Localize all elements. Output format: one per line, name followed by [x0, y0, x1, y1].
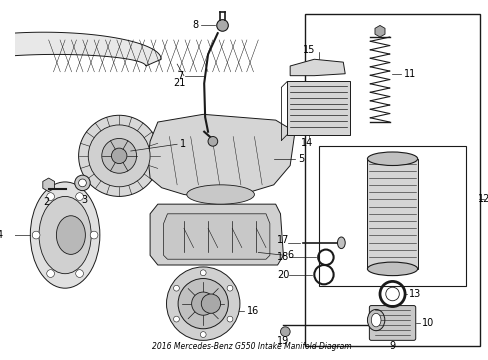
Circle shape — [226, 316, 232, 322]
Ellipse shape — [337, 237, 345, 249]
Circle shape — [207, 136, 217, 146]
Bar — [319, 146, 465, 286]
Circle shape — [178, 279, 228, 329]
Circle shape — [79, 115, 160, 197]
Circle shape — [200, 332, 206, 337]
Circle shape — [166, 267, 240, 340]
Polygon shape — [0, 32, 161, 66]
Circle shape — [76, 270, 83, 278]
Text: 17: 17 — [277, 235, 289, 245]
Text: 9: 9 — [389, 341, 395, 351]
Ellipse shape — [366, 262, 417, 276]
Text: 2016 Mercedes-Benz G550 Intake Manifold Diagram: 2016 Mercedes-Benz G550 Intake Manifold … — [151, 342, 350, 351]
Ellipse shape — [56, 216, 85, 255]
Text: 19: 19 — [277, 336, 289, 346]
Text: 18: 18 — [277, 252, 289, 262]
Text: 4: 4 — [0, 230, 2, 240]
Text: 7: 7 — [177, 71, 183, 81]
Circle shape — [88, 125, 150, 187]
Text: 5: 5 — [297, 154, 304, 164]
Text: 16: 16 — [246, 306, 259, 316]
Circle shape — [111, 148, 127, 163]
Circle shape — [47, 193, 54, 201]
Text: 11: 11 — [403, 69, 416, 79]
Circle shape — [191, 292, 214, 315]
Polygon shape — [43, 178, 54, 192]
Polygon shape — [289, 59, 345, 76]
Polygon shape — [163, 214, 269, 259]
Circle shape — [75, 175, 90, 191]
Text: 15: 15 — [303, 45, 315, 55]
Circle shape — [200, 270, 206, 276]
Text: 12: 12 — [477, 194, 488, 204]
Circle shape — [32, 231, 40, 239]
Ellipse shape — [39, 197, 91, 274]
Circle shape — [201, 294, 220, 313]
FancyBboxPatch shape — [368, 306, 415, 340]
Ellipse shape — [186, 185, 254, 204]
Text: 20: 20 — [277, 270, 289, 280]
Polygon shape — [150, 204, 283, 265]
Ellipse shape — [366, 310, 384, 331]
Text: 13: 13 — [408, 289, 420, 299]
Text: 6: 6 — [286, 250, 293, 260]
Text: 8: 8 — [192, 21, 198, 31]
Ellipse shape — [370, 313, 380, 327]
Circle shape — [280, 327, 289, 337]
Text: 2: 2 — [43, 197, 50, 207]
Circle shape — [226, 285, 232, 291]
Bar — [286, 81, 349, 135]
Circle shape — [79, 179, 86, 187]
Text: 21: 21 — [173, 78, 185, 89]
Ellipse shape — [30, 182, 100, 288]
Text: 10: 10 — [421, 318, 433, 328]
Circle shape — [90, 231, 98, 239]
Polygon shape — [148, 114, 294, 197]
Circle shape — [385, 287, 399, 301]
Circle shape — [173, 316, 179, 322]
Text: 14: 14 — [300, 138, 312, 148]
Circle shape — [173, 285, 179, 291]
Text: 3: 3 — [81, 195, 87, 205]
Bar — [366, 159, 417, 269]
Circle shape — [47, 270, 54, 278]
Bar — [304, 14, 480, 346]
Text: 1: 1 — [180, 139, 186, 149]
Circle shape — [76, 193, 83, 201]
Circle shape — [102, 139, 136, 173]
Ellipse shape — [366, 152, 417, 166]
Circle shape — [216, 20, 228, 31]
